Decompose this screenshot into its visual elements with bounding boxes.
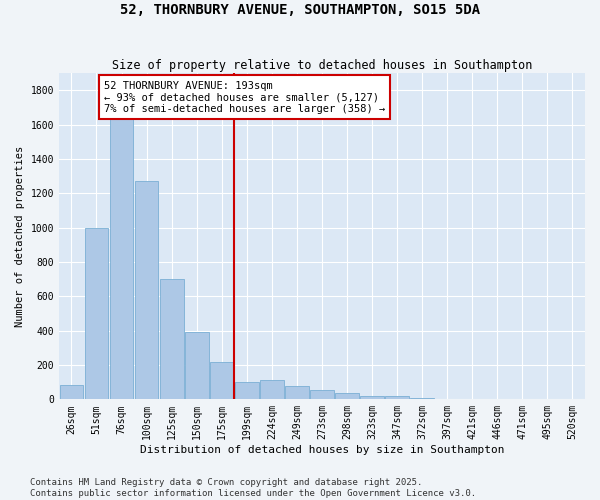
Bar — [59, 384, 83, 400]
Bar — [260, 380, 284, 400]
Bar — [310, 390, 334, 400]
Bar — [385, 396, 409, 400]
Bar — [285, 386, 309, 400]
Bar — [110, 118, 133, 400]
Bar — [436, 398, 459, 400]
Bar — [235, 382, 259, 400]
Bar — [335, 394, 359, 400]
Title: Size of property relative to detached houses in Southampton: Size of property relative to detached ho… — [112, 59, 532, 72]
Bar — [160, 279, 184, 400]
Y-axis label: Number of detached properties: Number of detached properties — [15, 146, 25, 327]
Bar — [185, 332, 209, 400]
Bar — [410, 398, 434, 400]
Text: Contains HM Land Registry data © Crown copyright and database right 2025.
Contai: Contains HM Land Registry data © Crown c… — [30, 478, 476, 498]
Bar — [210, 362, 233, 400]
Bar — [360, 396, 384, 400]
Text: 52, THORNBURY AVENUE, SOUTHAMPTON, SO15 5DA: 52, THORNBURY AVENUE, SOUTHAMPTON, SO15 … — [120, 2, 480, 16]
Bar — [134, 182, 158, 400]
Bar — [85, 228, 109, 400]
Text: 52 THORNBURY AVENUE: 193sqm
← 93% of detached houses are smaller (5,127)
7% of s: 52 THORNBURY AVENUE: 193sqm ← 93% of det… — [104, 80, 385, 114]
X-axis label: Distribution of detached houses by size in Southampton: Distribution of detached houses by size … — [140, 445, 504, 455]
